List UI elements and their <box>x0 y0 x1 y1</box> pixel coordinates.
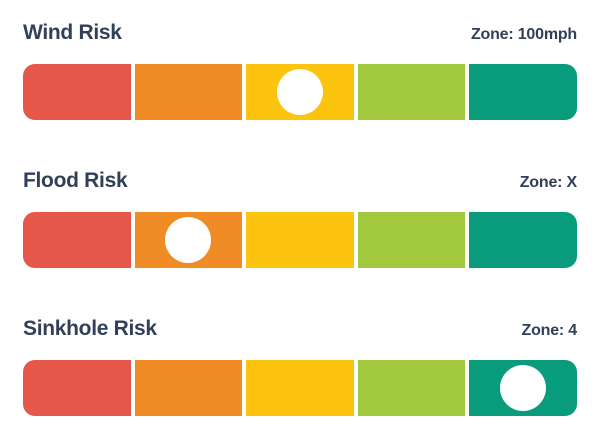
risk-segment-light-green <box>357 360 466 416</box>
sinkhole-risk-section: Sinkhole Risk Zone: 4 <box>23 316 577 416</box>
risk-segment-yellow <box>246 212 354 268</box>
sinkhole-risk-zone-value: Zone: 4 <box>521 322 578 339</box>
active-level-marker <box>276 69 323 115</box>
risk-segment-light-green <box>357 64 466 120</box>
wind-risk-header: Wind Risk Zone: 100mph <box>23 20 577 48</box>
risk-segment-orange <box>134 360 243 416</box>
flood-risk-section: Flood Risk Zone: X <box>23 168 577 268</box>
wind-risk-section: Wind Risk Zone: 100mph <box>23 20 577 120</box>
flood-risk-header: Flood Risk Zone: X <box>23 168 577 196</box>
risk-segment-red <box>23 212 131 268</box>
wind-risk-title: Wind Risk <box>23 21 122 44</box>
risk-segment-orange <box>134 64 243 120</box>
active-level-marker <box>165 217 212 263</box>
risk-segment-yellow <box>246 360 354 416</box>
sinkhole-risk-gauge <box>23 360 577 416</box>
sinkhole-risk-header: Sinkhole Risk Zone: 4 <box>23 316 577 344</box>
risk-segment-red <box>23 64 131 120</box>
sinkhole-risk-title: Sinkhole Risk <box>23 317 157 340</box>
wind-risk-zone-value: Zone: 100mph <box>470 26 577 43</box>
flood-risk-title: Flood Risk <box>23 169 128 192</box>
risk-segment-red <box>23 360 131 416</box>
flood-risk-zone-value: Zone: X <box>519 174 577 191</box>
flood-risk-gauge <box>23 212 577 268</box>
risk-segment-light-green <box>357 212 466 268</box>
risk-segment-orange <box>134 212 243 268</box>
wind-risk-gauge <box>23 64 577 120</box>
risk-segment-green <box>469 212 577 268</box>
risk-segment-green <box>469 360 577 416</box>
risk-segment-yellow <box>246 64 354 120</box>
risk-segment-green <box>469 64 577 120</box>
active-level-marker <box>500 365 547 411</box>
